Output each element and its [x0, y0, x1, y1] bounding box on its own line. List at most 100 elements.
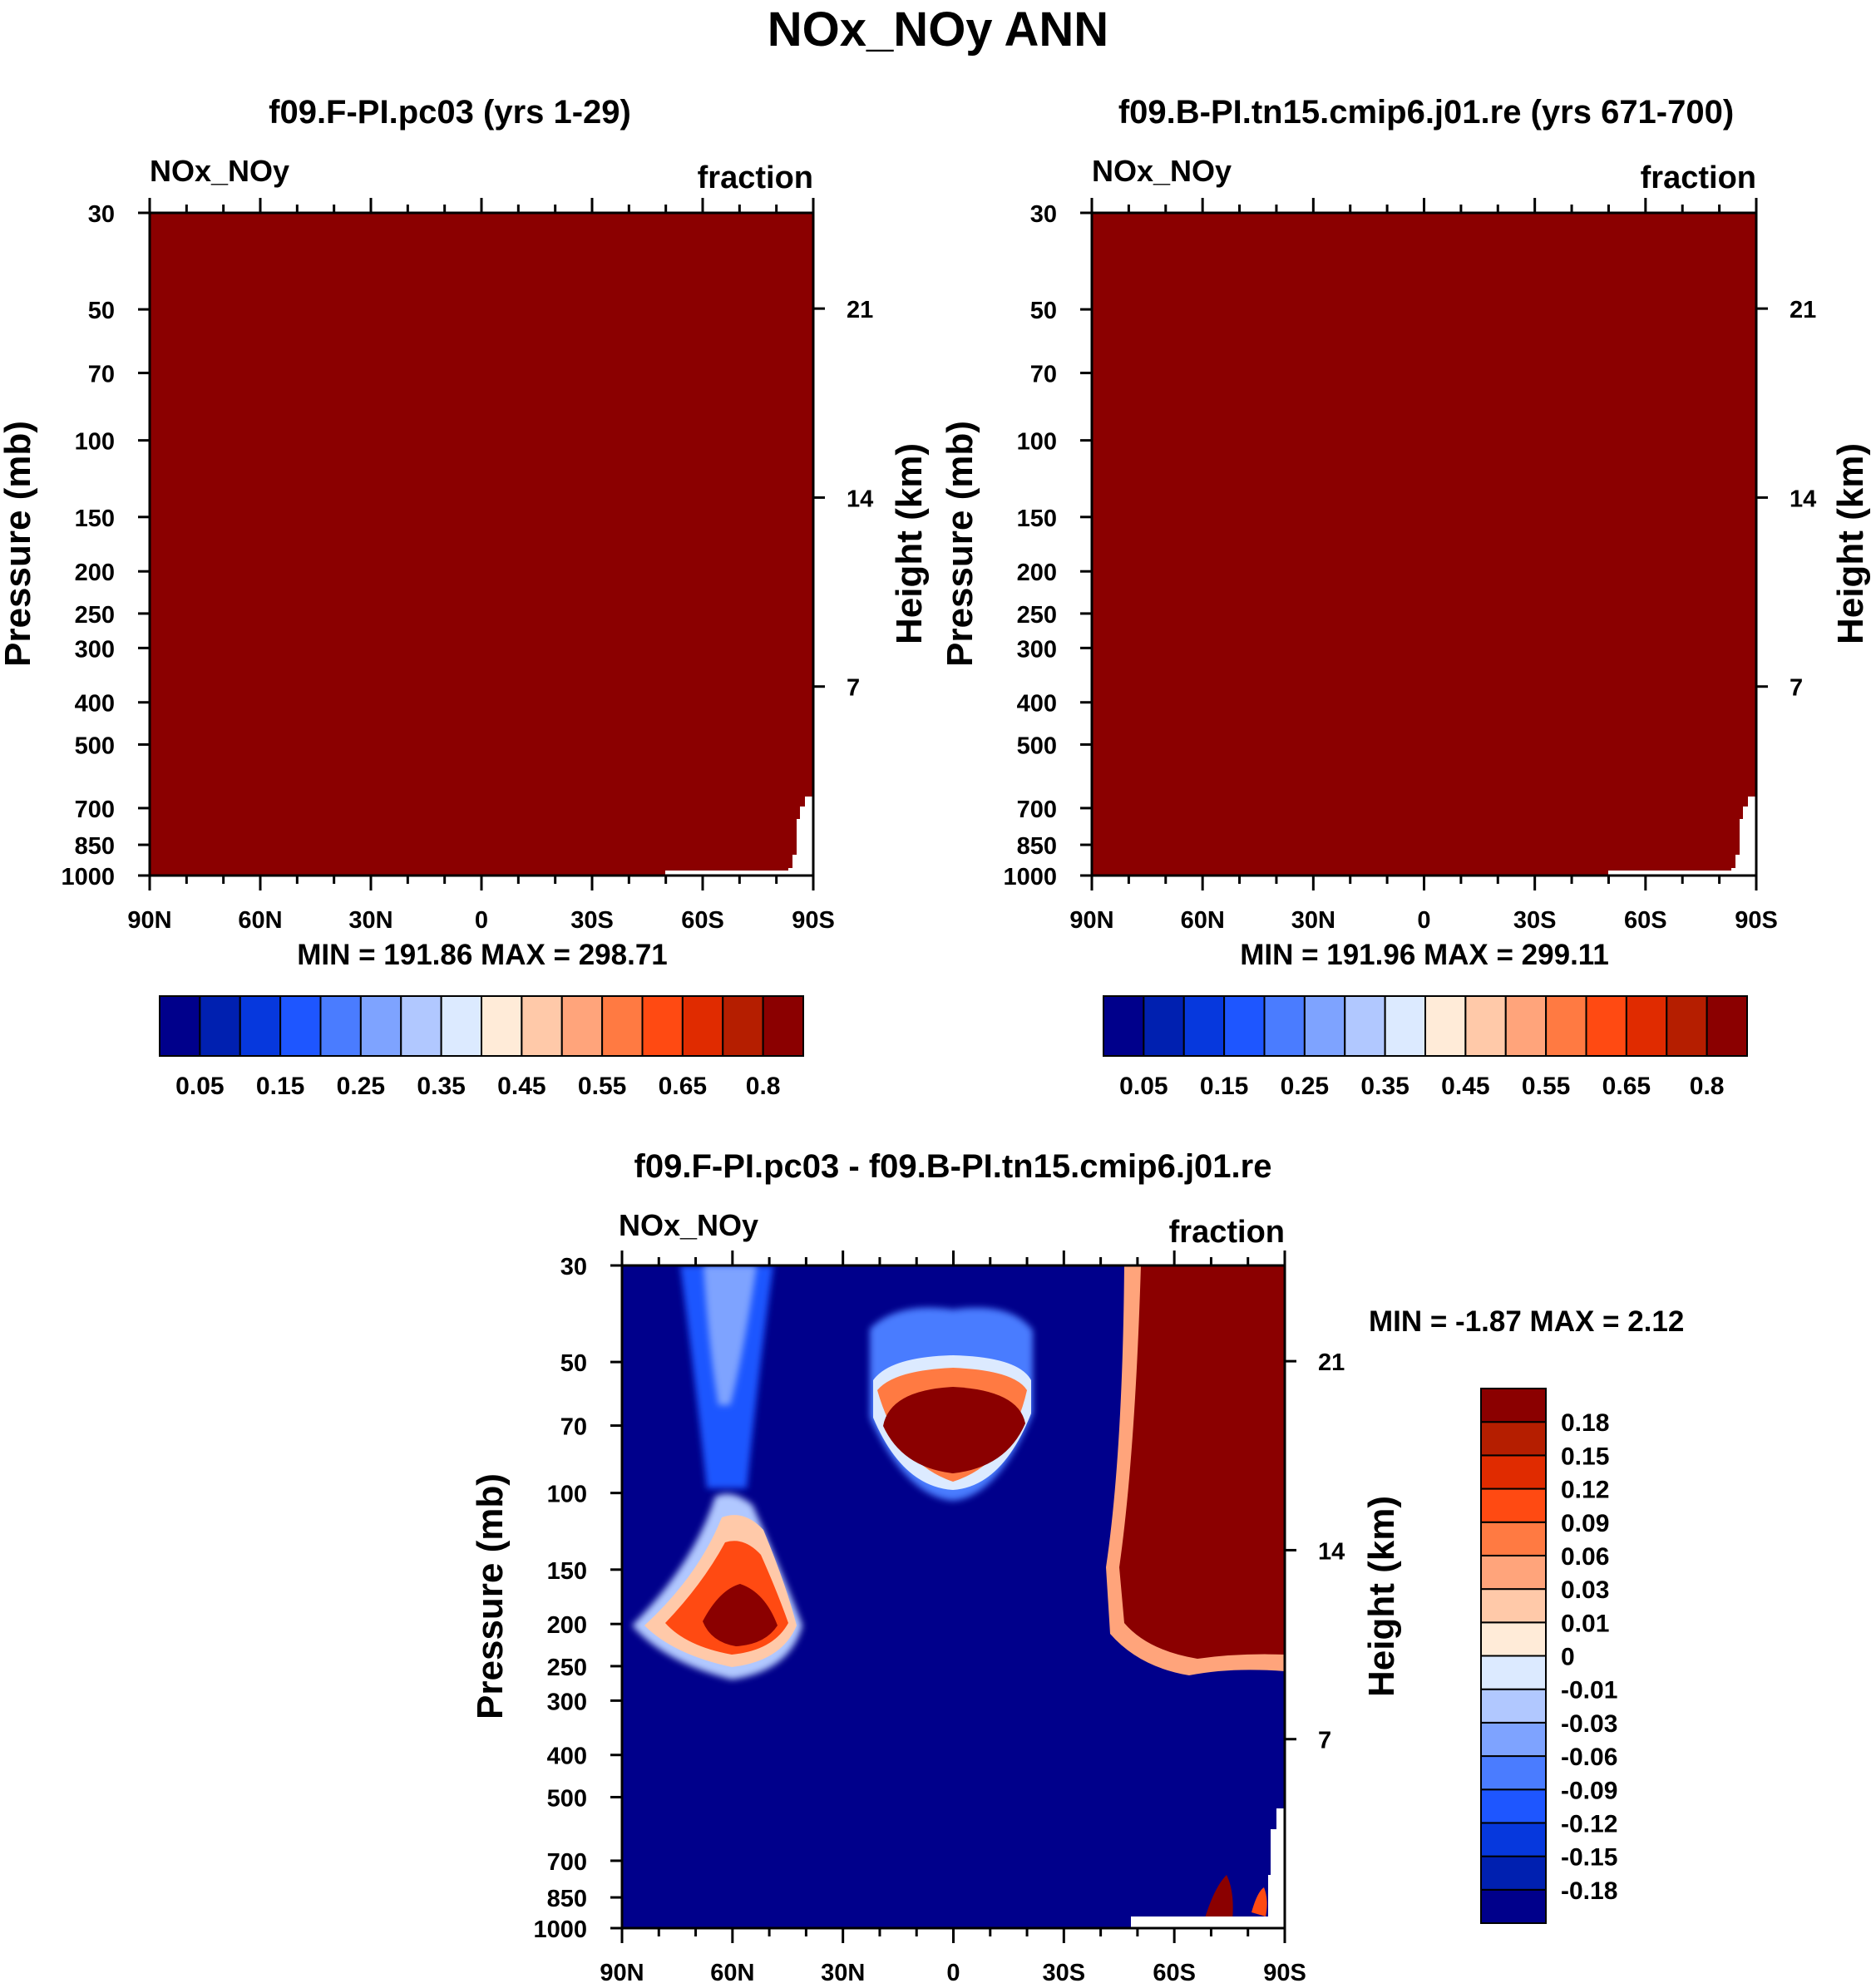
latitude-tick-label: 90S: [1735, 907, 1778, 934]
pressure-axis-title: Pressure (mb): [0, 421, 38, 667]
latitude-tick-label: 90N: [600, 1960, 644, 1986]
pressure-tick-label: 850: [547, 1886, 587, 1912]
colorbar-label: -0.06: [1561, 1744, 1617, 1771]
pressure-tick-label: 850: [1017, 833, 1057, 860]
pressure-tick-label: 500: [75, 733, 115, 759]
colorbar-swatch: [1480, 1688, 1547, 1724]
colorbar-label: 0.35: [1360, 1073, 1409, 1100]
latitude-axis: 90N 60N 30N 0 30S 60S 90S: [1069, 198, 1778, 934]
latitude-tick-label: 60N: [238, 907, 282, 934]
colorbar-label: 0.18: [1561, 1409, 1609, 1437]
height-tick-label: 7: [847, 675, 860, 702]
latitude-tick-label: 0: [946, 1960, 960, 1986]
colorbar-label: -0.09: [1561, 1777, 1617, 1804]
colorbar-swatch: [1480, 1655, 1547, 1690]
height-tick-label: 7: [1318, 1728, 1331, 1754]
pressure-tick-label: 70: [560, 1414, 587, 1441]
colorbar-swatch: [1303, 995, 1346, 1057]
pressure-tick-label: 50: [560, 1350, 587, 1377]
latitude-tick-label: 60N: [1181, 907, 1225, 934]
pressure-tick-label: 500: [547, 1785, 587, 1812]
colorbar-label: -0.01: [1561, 1677, 1617, 1704]
variable-label: NOx_NOy: [1092, 154, 1232, 188]
colorbar-label: -0.15: [1561, 1844, 1617, 1872]
height-axis: 21 14 7: [1756, 297, 1816, 702]
colorbar-swatch: [1480, 1621, 1547, 1657]
pressure-tick-label: 400: [75, 691, 115, 718]
latitude-tick-label: 60N: [710, 1960, 754, 1986]
height-tick-label: 14: [1790, 486, 1816, 512]
colorbar-swatch: [1480, 1521, 1547, 1556]
colorbar-swatch: [521, 995, 563, 1057]
pressure-tick-label: 250: [1017, 602, 1057, 629]
pressure-axis-title: Pressure (mb): [470, 1473, 511, 1719]
height-tick-label: 14: [847, 486, 873, 512]
pressure-tick-label: 300: [75, 636, 115, 663]
colorbar-swatch: [1585, 995, 1627, 1057]
colorbar-swatch: [1103, 995, 1145, 1057]
latitude-tick-label: 90N: [1069, 907, 1113, 934]
colorbar-swatch: [1480, 1421, 1547, 1457]
colorbar-swatch: [440, 995, 482, 1057]
pressure-axis: 30 50 70 100 150 200 250 300 400 500 700 850 1000: [1003, 201, 1092, 890]
colorbar-swatch: [1480, 1454, 1547, 1490]
height-tick-label: 7: [1790, 675, 1803, 702]
colorbar-label: 0.05: [175, 1073, 224, 1100]
panel-difference: f09.F-PI.pc03 - f09.B-PI.tn15.cmip6.j01.…: [470, 1148, 1684, 1986]
colorbar-swatch: [1480, 1788, 1547, 1824]
colorbar-swatch: [1480, 1721, 1547, 1758]
colorbar-label: 0.8: [746, 1073, 781, 1100]
colorbar-swatch: [1480, 1822, 1547, 1857]
pressure-tick-label: 70: [1030, 362, 1057, 388]
colorbar-swatch: [319, 995, 362, 1057]
pressure-tick-label: 250: [547, 1655, 587, 1681]
pressure-tick-label: 500: [1017, 733, 1057, 759]
latitude-tick-label: 90S: [792, 907, 835, 934]
colorbar-swatch: [1424, 995, 1467, 1057]
pressure-tick-label: 700: [1017, 797, 1057, 823]
latitude-tick-label: 30N: [1291, 907, 1335, 934]
latitude-tick-label: 30N: [348, 907, 392, 934]
colorbar-swatch: [641, 995, 684, 1057]
colorbar-label: -0.03: [1561, 1710, 1617, 1738]
pressure-tick-label: 300: [547, 1689, 587, 1715]
wedge-core: [1119, 1265, 1285, 1659]
colorbar-swatch: [1480, 1755, 1547, 1791]
pressure-tick-label: 150: [1017, 506, 1057, 532]
latitude-tick-label: 0: [475, 907, 488, 934]
pressure-tick-label: 300: [1017, 636, 1057, 663]
latitude-tick-label: 0: [1417, 907, 1430, 934]
colorbar-swatch: [359, 995, 402, 1057]
colorbar-swatch: [1625, 995, 1668, 1057]
pressure-tick-label: 200: [75, 560, 115, 586]
colorbar-label: -0.18: [1561, 1877, 1617, 1905]
colorbar-swatch: [1545, 995, 1587, 1057]
colorbar-swatch: [1182, 995, 1226, 1057]
blob-core: [883, 1387, 1025, 1473]
plot-area-fill: [1092, 213, 1756, 876]
colorbar-swatch: [560, 995, 604, 1057]
colorbar-label: 0.25: [1281, 1073, 1329, 1100]
colorbar-label: 0.01: [1561, 1610, 1609, 1637]
variable-label: NOx_NOy: [150, 154, 289, 188]
colorbar-label: 0.09: [1561, 1510, 1609, 1537]
variable-label: NOx_NOy: [619, 1208, 758, 1242]
latitude-axis: 90N 60N 30N 0 30S 60S 90S: [600, 1251, 1306, 1986]
colorbar-swatch: [279, 995, 322, 1057]
colorbar: 0.05 0.15 0.25 0.35 0.45 0.55 0.65 0.8: [159, 995, 804, 1100]
pressure-tick-label: 200: [1017, 560, 1057, 586]
colorbar-swatch: [1344, 995, 1386, 1057]
colorbar-swatch: [1480, 1487, 1547, 1523]
colorbar-label: 0.8: [1690, 1073, 1725, 1100]
pressure-tick-label: 50: [88, 298, 115, 324]
plot-area-fill: [150, 213, 813, 876]
latitude-tick-label: 90S: [1263, 1960, 1306, 1986]
colorbar-swatch: [762, 995, 804, 1057]
pressure-tick-label: 30: [88, 201, 115, 228]
height-axis-title: Height (km): [889, 443, 930, 644]
pressure-axis: 30 50 70 100 150 200 250 300 400 500 700 850 1000: [61, 201, 150, 890]
colorbar-swatch: [1480, 1554, 1547, 1591]
height-axis-title: Height (km): [1361, 1496, 1402, 1697]
colorbar-label: 0.45: [497, 1073, 546, 1100]
colorbar-label: 0.15: [1200, 1073, 1248, 1100]
